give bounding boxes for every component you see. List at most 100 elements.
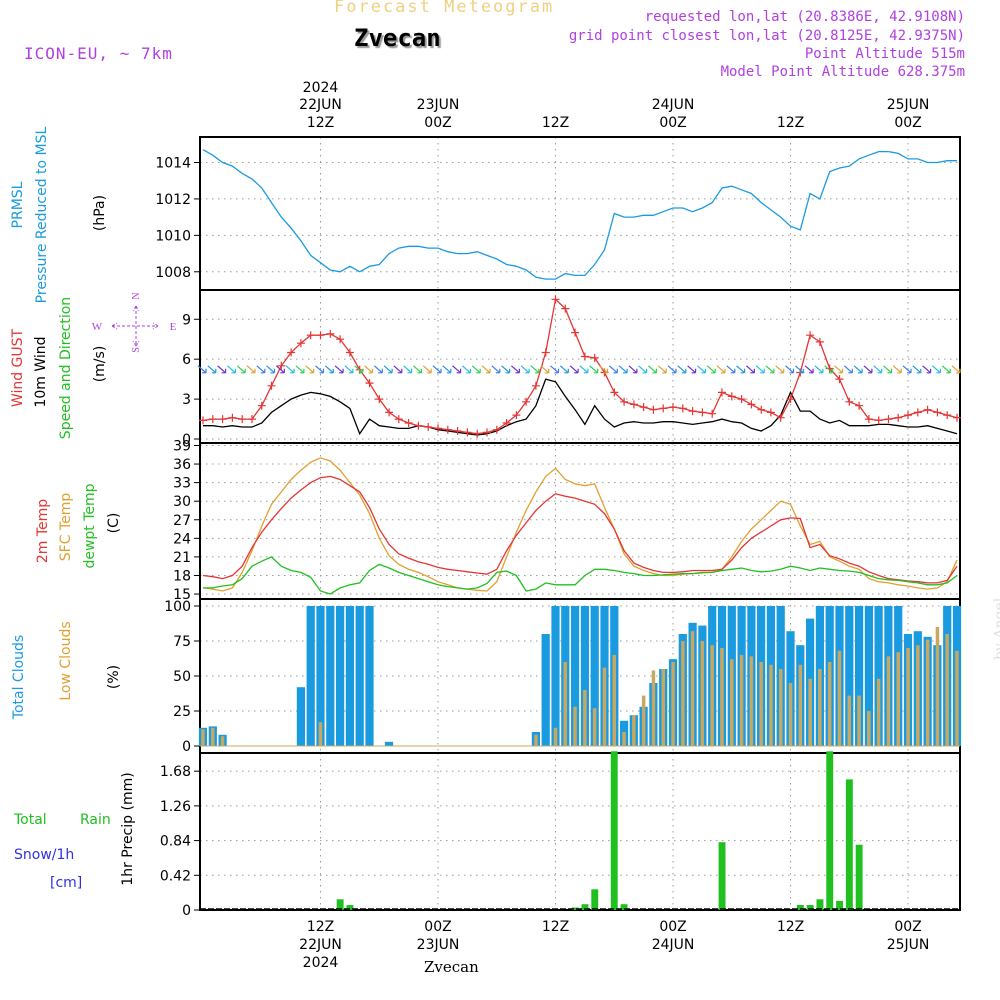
y-tick-label: 1010 (155, 228, 191, 244)
total-cloud-bar (845, 606, 854, 746)
wind-direction-label: Speed and Direction (58, 297, 74, 439)
wind-direction-arrow (716, 365, 726, 374)
temperature-panel: 15 18 21 24 27 30 33 36 39 (173, 438, 961, 603)
bottom-location: Zvecan (424, 958, 479, 976)
wind-direction-arrow (746, 365, 755, 374)
wind-gust-point (375, 395, 384, 404)
total-cloud-bar (551, 606, 560, 746)
time-hour-label: 00Z (894, 115, 921, 131)
low-cloud-bar (690, 631, 695, 746)
pressure-frame (199, 136, 961, 291)
wind-direction-arrow (912, 365, 922, 374)
total-cloud-bar (571, 606, 580, 746)
wind-gust-point (453, 427, 462, 435)
product-title: Forecast Meteogram (334, 0, 555, 17)
low-cloud-bar (622, 732, 626, 746)
low-cloud-bar (220, 736, 225, 746)
wind-gust-point (267, 381, 276, 390)
wind-10m-label: 10m Wind (33, 336, 49, 407)
low-cloud-bar (661, 669, 665, 746)
wind-direction-arrow (432, 365, 442, 374)
pressure-long-label: Pressure Reduced to MSL (34, 126, 50, 303)
low-cloud-bar (925, 639, 930, 746)
low-cloud-bar (886, 656, 891, 746)
wind-direction-arrow (687, 365, 697, 374)
time-hour-label: 00Z (659, 115, 686, 131)
wind-gust-point (923, 405, 932, 414)
wind-gust-point (855, 401, 864, 410)
wind-gust-point (414, 421, 423, 430)
wind-direction-arrow (951, 365, 961, 374)
wind-gust-point (708, 409, 717, 418)
y-tick-label: 21 (173, 550, 191, 566)
y-tick-label: 75 (173, 634, 191, 650)
total-cloud-bar (541, 634, 550, 746)
y-tick-label: 15 (173, 587, 191, 603)
time-hour-label: 12Z (542, 115, 569, 131)
y-tick-label: 1014 (155, 156, 191, 172)
wind-gust-point (766, 408, 775, 417)
wind-direction-arrow (794, 365, 804, 374)
wind-direction-arrow (922, 365, 932, 374)
wind-direction-arrow (266, 365, 276, 374)
rain-bar (816, 899, 824, 910)
wind-gust-point (845, 397, 854, 406)
low-cloud-bar (788, 683, 793, 746)
time-hour-label: 12Z (777, 115, 804, 131)
time-hour-label: 12Z (307, 115, 334, 131)
wind-gust-point (257, 401, 266, 410)
wind-direction-arrow (736, 365, 746, 374)
wind-gust-point (737, 395, 746, 404)
y-tick-label: 18 (173, 568, 191, 584)
wind-direction-arrow (285, 365, 295, 374)
wind-gust-point (933, 408, 942, 417)
pressure-unit: (hPa) (92, 195, 108, 231)
clouds-unit: (%) (106, 665, 122, 689)
wind-direction-arrow (618, 365, 628, 374)
wind-direction-arrow (354, 365, 364, 374)
wind-gust-point (238, 415, 247, 424)
total-cloud-bar (580, 606, 589, 746)
wind-direction-arrow (599, 365, 609, 374)
wind-gust-point (659, 404, 668, 413)
y-tick-label: 39 (173, 438, 191, 454)
y-tick-label: 0.84 (160, 834, 191, 850)
wind-gust-point (620, 397, 629, 406)
wind-gust-point (443, 425, 452, 434)
wind-gust-point (394, 415, 403, 424)
rain-bar (346, 905, 354, 910)
y-tick-label: 33 (173, 476, 191, 492)
wind-gust-point (492, 425, 501, 434)
low-cloud-bar (211, 727, 215, 746)
wind-direction-arrow (373, 365, 383, 374)
wind-direction-arrow (902, 365, 912, 374)
wind-direction-arrow (236, 365, 246, 374)
pressure-line (202, 149, 957, 280)
total-cloud-bar (345, 606, 354, 746)
wind-gust-point (943, 411, 952, 420)
rain-bar (826, 751, 834, 910)
pressure-label: PRMSL (10, 181, 26, 228)
wind-direction-arrow (873, 365, 883, 374)
wind-gust-point (502, 419, 511, 427)
rain-bar (610, 751, 618, 910)
total-cloud-bar (590, 606, 599, 746)
rain-label: Rain (80, 812, 111, 828)
wind-gust-point (463, 428, 472, 437)
low-cloud-bar (730, 659, 734, 746)
low-cloud-bar (553, 727, 558, 746)
wind-panel: 0 3 6 9 (182, 289, 961, 448)
wind-gust-point (718, 388, 726, 397)
wind-gust-point (385, 408, 394, 417)
snow-label: Snow/1h (14, 847, 74, 863)
wind-direction-arrow (422, 365, 432, 374)
low-cloud-bar (749, 656, 754, 746)
time-axis-bottom: 2024 22JUN 12Z 23JUN 00Z 12Z 24JUN 00Z 12Z 25JUN 0… (299, 919, 929, 971)
total-label: Total (13, 812, 47, 828)
wind-direction-arrow (383, 365, 393, 374)
wind-direction-arrow (344, 365, 354, 374)
time-date-label: 23JUN (417, 937, 460, 953)
wind-direction-arrow (814, 365, 824, 374)
